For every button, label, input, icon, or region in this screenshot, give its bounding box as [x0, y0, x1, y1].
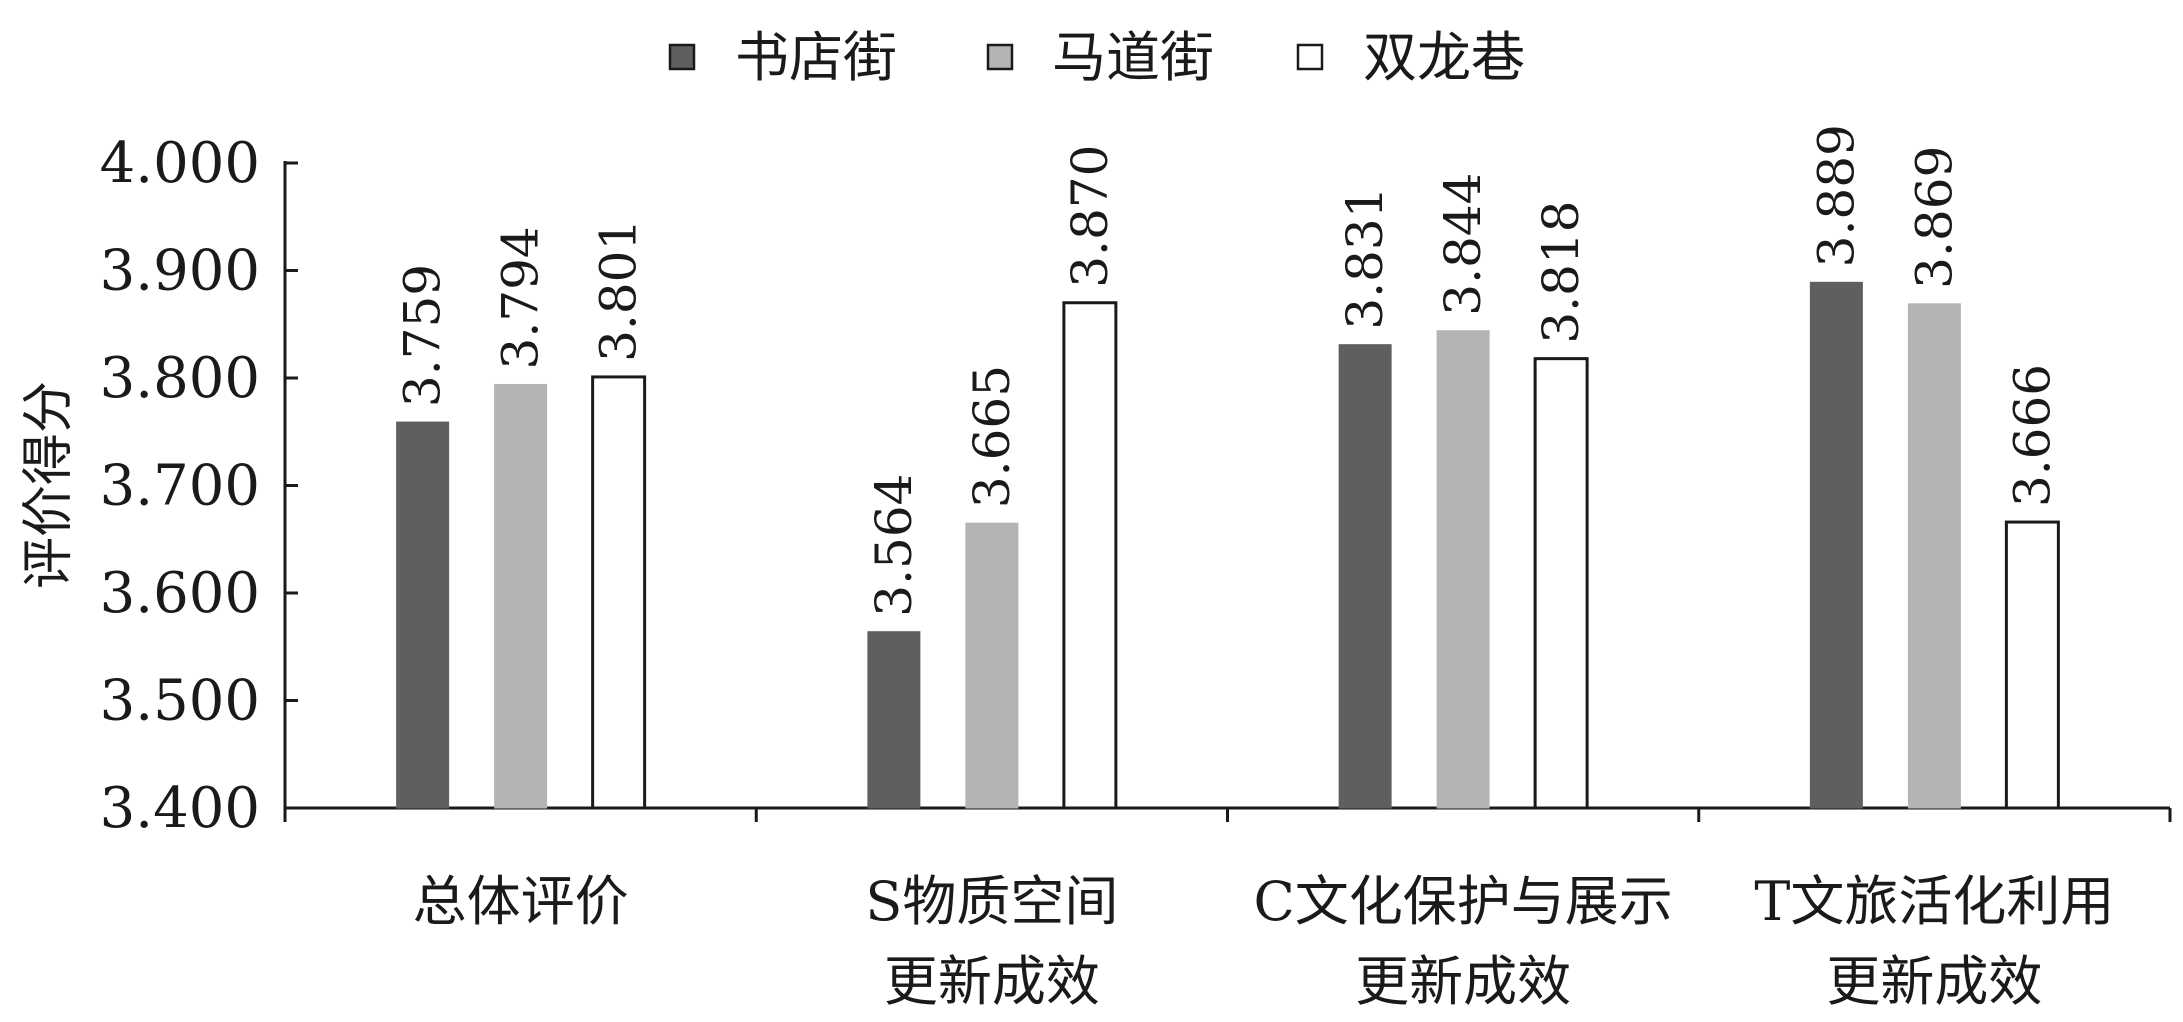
y-tick-label-4: 3.700: [100, 454, 260, 519]
legend-swatch-3: [1296, 43, 1324, 71]
category-label-2-line-1: S物质空间: [865, 870, 1118, 933]
data-label-1-2: 3.794: [492, 226, 550, 369]
x-axis: [283, 806, 2172, 822]
data-labels: 3.759 3.794 3.801 3.564 3.665 3.870 3.831 3.844…: [394, 124, 2062, 617]
bar-4-1: [1809, 281, 1863, 809]
bar-1-3: [591, 375, 647, 810]
legend: 书店街 马道街 双龙巷: [668, 26, 1525, 89]
bar-4-2: [1907, 303, 1961, 809]
y-tick-label-7: 4.000: [100, 131, 260, 196]
bar-3-3: [1533, 357, 1589, 810]
category-label-4-line-2: 更新成效: [1826, 950, 2042, 1013]
bar-1-2: [494, 383, 548, 809]
category-label-1-line-1: 总体评价: [413, 870, 629, 933]
bar-4-3: [2004, 520, 2060, 810]
bar-3-1: [1338, 344, 1392, 809]
data-label-4-1: 3.889: [1807, 124, 1865, 267]
category-label-3-line-1: C文化保护与展示: [1253, 870, 1672, 933]
y-axis: 3.400 3.500 3.600 3.700 3.800 3.900 4.000: [100, 131, 298, 841]
data-label-2-1: 3.564: [865, 474, 923, 617]
legend-label-1: 书店街: [735, 26, 897, 89]
data-label-3-1: 3.831: [1336, 187, 1394, 330]
category-label-4-line-1: T文旅活化利用: [1754, 870, 2114, 933]
y-tick-label-2: 3.500: [100, 669, 260, 734]
y-tick-label-3: 3.600: [100, 561, 260, 626]
y-tick-label-5: 3.800: [100, 346, 260, 411]
bar-2-2: [965, 522, 1019, 809]
data-label-1-1: 3.759: [394, 264, 452, 407]
data-label-4-2: 3.869: [1905, 146, 1963, 289]
data-label-2-2: 3.665: [963, 365, 1021, 508]
data-label-1-3: 3.801: [590, 219, 648, 362]
y-axis-label: 评价得分: [19, 381, 79, 589]
legend-label-3: 双龙巷: [1363, 26, 1525, 89]
data-label-2-3: 3.870: [1061, 145, 1119, 288]
legend-label-2: 马道街: [1052, 26, 1214, 89]
y-tick-label-1: 3.400: [100, 776, 260, 841]
data-label-4-3: 3.666: [2003, 364, 2061, 507]
bar-1-1: [396, 421, 450, 809]
category-label-3-line-2: 更新成效: [1355, 950, 1571, 1013]
data-label-3-2: 3.844: [1434, 173, 1492, 316]
y-tick-label-6: 3.900: [100, 239, 260, 304]
category-label-2-line-2: 更新成效: [884, 950, 1100, 1013]
bar-2-3: [1062, 301, 1118, 810]
bar-3-2: [1436, 330, 1490, 809]
data-label-3-3: 3.818: [1532, 201, 1590, 344]
y-axis-label-group: 评价得分: [19, 381, 79, 589]
bars: [396, 281, 2060, 810]
bar-2-1: [867, 631, 921, 809]
legend-swatch-2: [986, 43, 1014, 71]
legend-swatch-1: [668, 43, 696, 71]
